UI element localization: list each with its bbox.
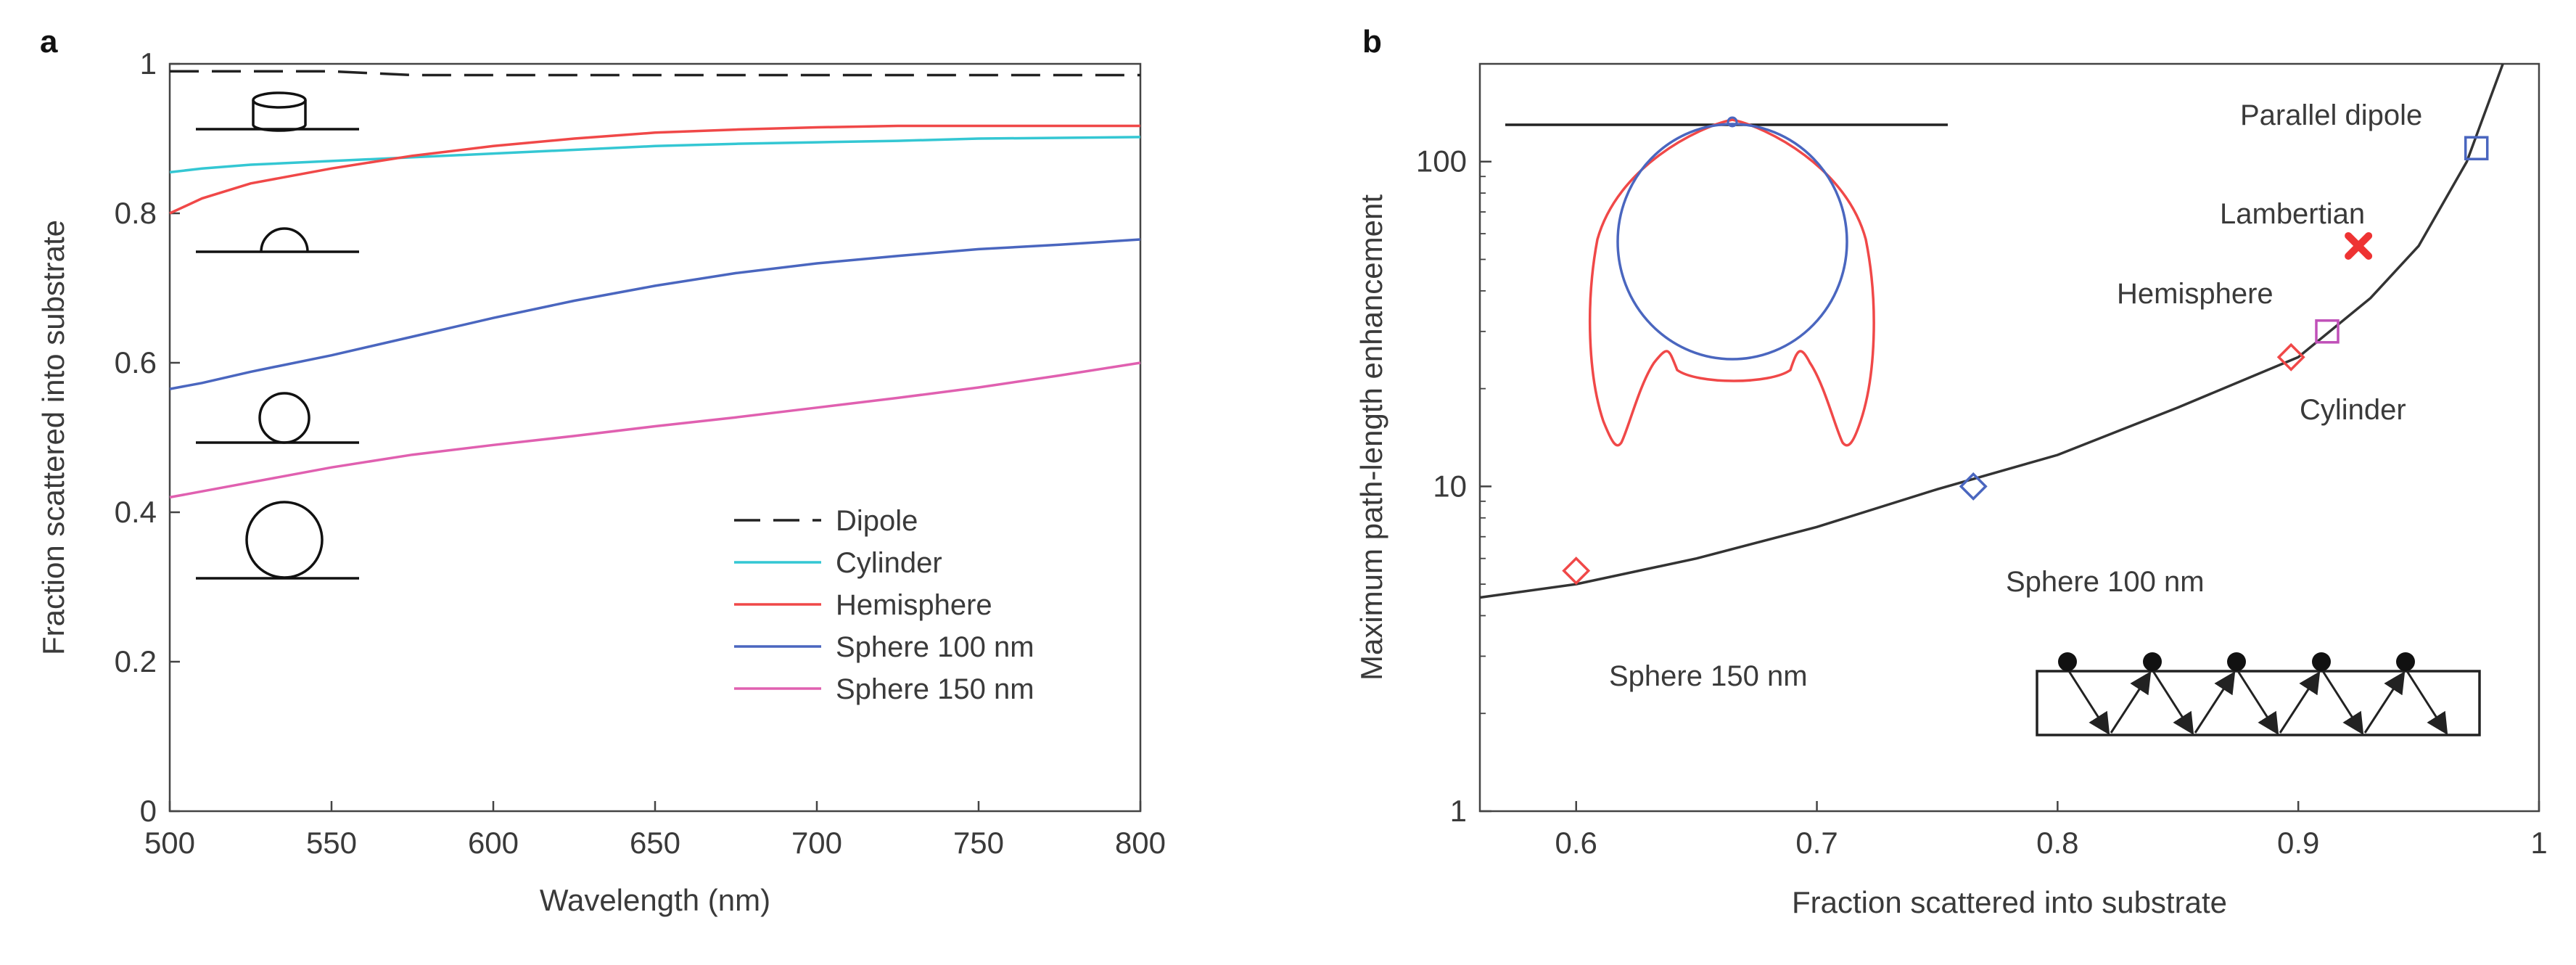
sphere-100nm-shape-icon [196,392,359,444]
ray-arrow-icon [2279,670,2321,734]
series-line-sphere-150-nm [169,361,1141,499]
legend-label-sphere-100nm: Sphere 100 nm [836,631,1034,663]
scatterer-dot-icon [2143,652,2162,671]
marker-parallel-dipole [2464,136,2489,160]
panel-a-x-tick-label: 600 [468,826,519,860]
panel-a-y-tick-label: 0 [140,794,157,828]
legend-item-hemisphere: Hemisphere [734,589,992,621]
legend-item-dipole: Dipole [734,505,918,537]
ray-arrow-icon [2406,670,2448,736]
slab-scatterers [2058,652,2415,671]
cylinder-shape-icon [196,91,359,132]
marker-sphere-100-nm [1959,472,1988,501]
scatterer-dot-icon [2227,652,2246,671]
panel-a-x-tick-label: 500 [144,826,195,860]
scatterer-dot-icon [2058,652,2077,671]
panel-a-y-tick-label: 0.8 [115,196,157,230]
panel-b-limit-curve [1479,63,2504,599]
panel-b-y-tick-label: 1 [1450,794,1467,828]
legend-item-sphere-100nm: Sphere 100 nm [734,631,1034,663]
panel-b-x-axis-label: Fraction scattered into substrate [1792,885,2227,919]
legend-label-cylinder: Cylinder [836,547,942,579]
panel-b-x-tick-label: 0.9 [2277,826,2319,860]
ray-arrow-icon [2194,670,2236,734]
annotation-hemisphere: Hemisphere [2117,278,2273,310]
panel-b-y-ticks: 1 10 100 [1416,63,1491,828]
light-trapping-slab-inset [2036,652,2481,736]
panel-a-x-tick-label: 750 [953,826,1004,860]
panel-a-x-tick-label: 650 [630,826,680,860]
scatterer-dot-icon [2396,652,2415,671]
panel-b-markers [1562,136,2489,586]
panel-a-chart: 500 550 600 650 700 750 800 0 0.2 0.4 0.6 0.8 1 Wav… [36,46,1166,917]
panel-a-y-tick-label: 0.6 [115,345,157,379]
panel-b-frame [1478,62,2540,813]
panel-a-y-axis-label: Fraction scattered into substrate [36,220,70,655]
series-line-dipole [170,70,1140,77]
ray-arrow-icon [2321,670,2364,736]
panel-a-x-axis-label: Wavelength (nm) [540,883,770,917]
panel-a-y-tick-label: 1 [140,46,157,81]
inset-particle-icon [1727,116,1738,128]
ray-arrow-icon [2110,670,2152,734]
legend-item-cylinder: Cylinder [734,547,942,579]
panel-a-x-ticks: 500 550 600 650 700 750 800 [144,801,1166,860]
panel-letter-b: b [1362,24,1382,59]
annotation-parallel-dipole: Parallel dipole [2240,99,2422,131]
slab-ray-arrows [2067,670,2448,736]
panel-b-y-axis-label: Maximum path-length enhancement [1354,194,1388,681]
ray-arrow-icon [2236,670,2279,736]
hemisphere-shape-icon [196,227,359,253]
panel-letter-a: a [40,24,58,59]
annotation-sphere-100nm: Sphere 100 nm [2006,566,2205,598]
panel-b-x-tick-label: 0.6 [1555,826,1597,860]
series-line-cylinder [169,136,1141,174]
panel-b-chart: 0.6 0.7 0.8 0.9 1 1 10 100 Fraction scattered … [1354,62,2548,919]
panel-a-y-tick-label: 0.2 [115,644,157,678]
dipole-radiation-lobe [1588,118,1875,447]
panel-a-series-lines [169,70,1141,499]
scatterer-dot-icon [2312,652,2331,671]
marker-lambertian [2345,231,2373,260]
series-line-sphere-100-nm [169,238,1141,390]
panel-b-x-ticks: 0.6 0.7 0.8 0.9 1 [1555,801,2548,860]
panel-b-y-tick-label: 100 [1416,144,1467,178]
ray-arrow-icon [2067,670,2110,736]
ray-arrow-icon [2363,670,2406,734]
marker-sphere-150-nm [1562,557,1591,586]
panel-a-y-tick-label: 0.4 [115,495,157,529]
ray-arrow-icon [2152,670,2194,736]
radiation-pattern-inset [1505,116,1948,447]
legend-label-hemisphere: Hemisphere [836,589,992,621]
sphere-radiation-lobe [1616,123,1848,361]
annotation-sphere-150nm: Sphere 150 nm [1609,660,1808,692]
panel-a-y-ticks: 0 0.2 0.4 0.6 0.8 1 [115,46,180,828]
panel-b-y-tick-label: 10 [1433,469,1467,503]
panel-b-x-tick-label: 1 [2530,826,2547,860]
legend-item-sphere-150nm: Sphere 150 nm [734,673,1034,705]
legend-label-sphere-150nm: Sphere 150 nm [836,673,1034,705]
panel-a-x-tick-label: 550 [306,826,357,860]
panel-b-x-tick-label: 0.7 [1795,826,1838,860]
shape-icons [196,91,359,580]
marker-hemisphere [2315,319,2340,344]
sphere-150nm-shape-icon [196,501,359,580]
legend: Dipole Cylinder Hemisphere Sphere 100 nm… [734,505,1034,705]
panel-a-x-tick-label: 800 [1115,826,1166,860]
series-line-hemisphere [169,124,1140,215]
marker-cylinder [2276,342,2305,371]
panel-a-x-tick-label: 700 [791,826,842,860]
annotation-cylinder: Cylinder [2300,394,2406,426]
legend-label-dipole: Dipole [836,505,918,537]
annotation-lambertian: Lambertian [2220,198,2365,230]
panel-b-x-tick-label: 0.8 [2036,826,2078,860]
